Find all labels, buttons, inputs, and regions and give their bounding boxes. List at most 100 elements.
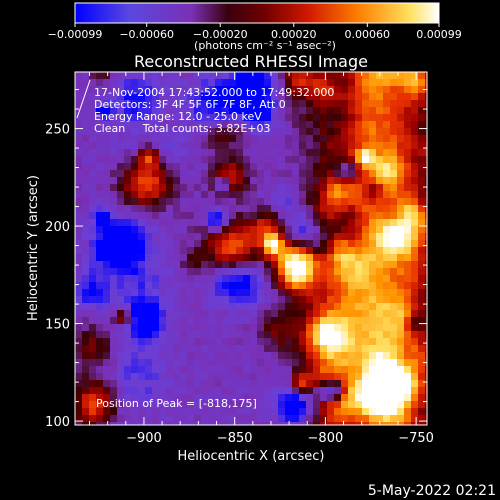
- heatmap-cell: [96, 233, 103, 240]
- heatmap-cell: [89, 121, 96, 128]
- heatmap-cell: [285, 170, 292, 177]
- heatmap-cell: [341, 135, 348, 142]
- heatmap-cell: [411, 345, 418, 352]
- heatmap-cell: [369, 366, 376, 373]
- heatmap-cell: [75, 198, 82, 205]
- heatmap-cell: [306, 212, 313, 219]
- heatmap-cell: [348, 331, 355, 338]
- heatmap-cell: [243, 205, 250, 212]
- heatmap-cell: [264, 394, 271, 401]
- heatmap-cell: [348, 191, 355, 198]
- heatmap-cell: [243, 107, 250, 114]
- heatmap-cell: [334, 128, 341, 135]
- heatmap-cell: [411, 226, 418, 233]
- heatmap-cell: [362, 324, 369, 331]
- heatmap-cell: [243, 394, 250, 401]
- heatmap-cell: [383, 289, 390, 296]
- heatmap-cell: [103, 408, 110, 415]
- heatmap-cell: [201, 156, 208, 163]
- heatmap-cell: [187, 240, 194, 247]
- heatmap-cell: [306, 247, 313, 254]
- heatmap-cell: [411, 380, 418, 387]
- heatmap-cell: [397, 128, 404, 135]
- heatmap-cell: [257, 359, 264, 366]
- heatmap-cell: [362, 177, 369, 184]
- heatmap-cell: [411, 415, 418, 422]
- heatmap-cell: [334, 261, 341, 268]
- heatmap-cell: [383, 240, 390, 247]
- heatmap-cell: [369, 373, 376, 380]
- heatmap-cell: [194, 415, 201, 422]
- heatmap-cell: [397, 289, 404, 296]
- heatmap-cell: [418, 373, 425, 380]
- heatmap-cell: [222, 310, 229, 317]
- heatmap-cell: [103, 345, 110, 352]
- heatmap-cell: [250, 226, 257, 233]
- heatmap-cell: [96, 289, 103, 296]
- heatmap-cell: [313, 212, 320, 219]
- heatmap-cell: [82, 142, 89, 149]
- heatmap-cell: [355, 170, 362, 177]
- heatmap-cell: [145, 205, 152, 212]
- heatmap-cell: [145, 170, 152, 177]
- heatmap-cell: [383, 156, 390, 163]
- heatmap-cell: [292, 380, 299, 387]
- heatmap-cell: [264, 268, 271, 275]
- heatmap-cell: [236, 128, 243, 135]
- heatmap-cell: [369, 100, 376, 107]
- heatmap-cell: [362, 149, 369, 156]
- heatmap-cell: [124, 163, 131, 170]
- heatmap-cell: [180, 184, 187, 191]
- heatmap-cell: [250, 303, 257, 310]
- heatmap-cell: [334, 79, 341, 86]
- heatmap-cell: [236, 142, 243, 149]
- heatmap-cell: [117, 254, 124, 261]
- heatmap-cell: [180, 310, 187, 317]
- heatmap-cell: [243, 317, 250, 324]
- heatmap-cell: [313, 303, 320, 310]
- heatmap-cell: [222, 212, 229, 219]
- detectors-label: Detectors: 3F 4F 5F 6F 7F 8F, Att 0: [94, 98, 286, 111]
- heatmap-cell: [187, 114, 194, 121]
- heatmap-cell: [257, 352, 264, 359]
- heatmap-cell: [264, 352, 271, 359]
- heatmap-cell: [313, 282, 320, 289]
- heatmap-cell: [390, 121, 397, 128]
- heatmap-cell: [390, 401, 397, 408]
- heatmap-cell: [425, 219, 427, 226]
- heatmap-cell: [187, 324, 194, 331]
- heatmap-cell: [362, 135, 369, 142]
- heatmap-cell: [145, 303, 152, 310]
- heatmap-cell: [250, 422, 257, 425]
- heatmap-cell: [145, 107, 152, 114]
- heatmap-cell: [250, 261, 257, 268]
- heatmap-cell: [173, 352, 180, 359]
- heatmap-cell: [96, 142, 103, 149]
- heatmap-cell: [131, 247, 138, 254]
- heatmap-cell: [131, 86, 138, 93]
- heatmap-cell: [145, 240, 152, 247]
- heatmap-cell: [425, 310, 427, 317]
- heatmap-cell: [208, 72, 215, 79]
- heatmap-cell: [138, 366, 145, 373]
- heatmap-cell: [341, 191, 348, 198]
- heatmap-cell: [348, 359, 355, 366]
- heatmap-cell: [250, 149, 257, 156]
- heatmap-cell: [355, 191, 362, 198]
- heatmap-cell: [187, 415, 194, 422]
- heatmap-cell: [159, 387, 166, 394]
- heatmap-cell: [187, 107, 194, 114]
- heatmap-cell: [229, 191, 236, 198]
- heatmap-cell: [75, 387, 82, 394]
- heatmap-cell: [327, 100, 334, 107]
- heatmap-cell: [236, 93, 243, 100]
- heatmap-cell: [327, 394, 334, 401]
- heatmap-cell: [257, 156, 264, 163]
- heatmap-cell: [355, 233, 362, 240]
- heatmap-cell: [341, 366, 348, 373]
- heatmap-cell: [201, 205, 208, 212]
- heatmap-cell: [348, 107, 355, 114]
- heatmap-cell: [383, 114, 390, 121]
- heatmap-cell: [131, 254, 138, 261]
